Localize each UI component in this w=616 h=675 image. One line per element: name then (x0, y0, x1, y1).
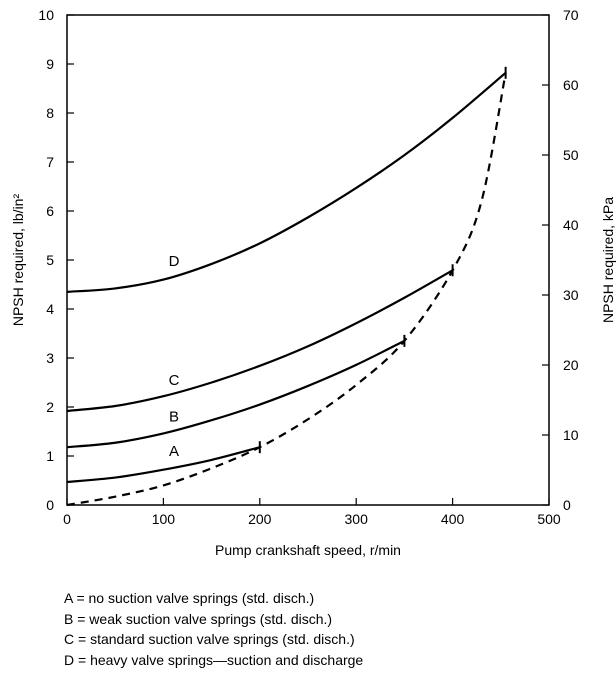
x-tick-label: 300 (345, 511, 369, 527)
x-tick-label: 100 (152, 511, 176, 527)
legend-item-b: B = weak suction valve springs (std. dis… (64, 610, 333, 627)
y-tick-label-right: 0 (563, 497, 571, 513)
x-axis-label: Pump crankshaft speed, r/min (215, 542, 401, 558)
y-axis-label-left: NPSH required, lb/in² (10, 194, 26, 327)
legend-item-a: A = no suction valve springs (std. disch… (64, 590, 315, 606)
series-line-a (66, 446, 261, 484)
npsh-chart: 0 100 200 300 400 500012345678910010203040506… (10, 7, 616, 558)
y-tick-label-right: 10 (563, 427, 579, 443)
series-line-c (66, 269, 454, 413)
y-tick-label-right: 30 (563, 287, 579, 303)
y-tick-label-left: 10 (38, 7, 54, 23)
y-tick-label-right: 20 (563, 357, 579, 373)
x-tick-label: 0 (63, 511, 71, 527)
y-tick-label-right: 70 (563, 7, 579, 23)
x-tick-label: 500 (537, 511, 561, 527)
y-tick-label-right: 40 (563, 217, 579, 233)
series-label-c: C (169, 372, 180, 389)
y-tick-label-left: 2 (46, 399, 54, 415)
y-tick-label-left: 3 (46, 350, 54, 366)
series-line-b (66, 339, 405, 449)
y-tick-label-left: 1 (46, 448, 54, 464)
legend-item-c: C = standard suction valve springs (std.… (64, 631, 355, 647)
y-tick-label-left: 5 (46, 252, 54, 268)
y-tick-label-right: 50 (563, 147, 579, 163)
y-tick-label-left: 9 (46, 56, 54, 72)
series-label-b: B (169, 409, 179, 426)
y-tick-label-left: 0 (46, 497, 54, 513)
series-label-a: A (169, 443, 179, 460)
y-tick-label-right: 60 (563, 77, 579, 93)
y-tick-label-left: 8 (46, 105, 54, 121)
y-tick-label-left: 7 (46, 154, 54, 170)
series-label-d: D (169, 253, 180, 270)
series-line-d (66, 71, 507, 293)
x-tick-label: 400 (441, 511, 465, 527)
legend-item-d: D = heavy valve springs—suction and disc… (64, 651, 364, 668)
y-tick-label-left: 4 (46, 301, 54, 317)
legend: A = no suction valve springs (std. disch… (64, 588, 363, 670)
plot-frame (66, 14, 550, 506)
y-axis-label-right: NPSH required, kPa (600, 197, 616, 323)
x-tick-label: 200 (248, 511, 272, 527)
y-tick-label-left: 6 (46, 203, 54, 219)
